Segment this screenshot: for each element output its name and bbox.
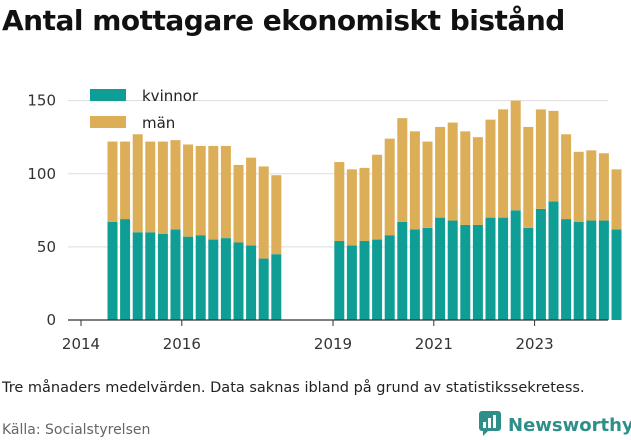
bar-man (397, 118, 408, 223)
bar-kvinnor (485, 217, 496, 320)
bar-kvinnor (460, 224, 471, 320)
bar-kvinnor (208, 239, 219, 320)
bar-kvinnor (145, 232, 156, 320)
bar-kvinnor (611, 229, 622, 320)
bar-man (120, 141, 131, 220)
x-tick-label: 2023 (516, 335, 554, 353)
bar-kvinnor (334, 241, 345, 320)
bar-kvinnor (271, 254, 282, 320)
bar-man (334, 162, 345, 242)
y-tick-label: 100 (27, 165, 56, 183)
x-tick-label: 2019 (314, 335, 352, 353)
bar-kvinnor (409, 229, 420, 320)
bar-kvinnor (359, 241, 370, 320)
bar-kvinnor (510, 210, 521, 320)
bar-man (220, 145, 231, 239)
bar-man (157, 141, 168, 234)
y-tick-label: 0 (46, 311, 56, 329)
bar-kvinnor (195, 235, 206, 320)
bar-chart-bubble-icon (478, 410, 504, 440)
bar-kvinnor (435, 217, 446, 320)
bar-kvinnor (573, 222, 584, 320)
source-text: Källa: Socialstyrelsen (2, 422, 151, 438)
bar-man (510, 100, 521, 211)
bar-man (611, 169, 622, 230)
chart-note: Tre månaders medelvärden. Data saknas ib… (2, 380, 585, 396)
legend-swatch-kvinnor (90, 89, 126, 101)
chart-title: Antal mottagare ekonomiskt bistånd (2, 4, 565, 37)
bar-man (586, 150, 597, 221)
bar-man (195, 145, 206, 236)
legend-label: män (142, 114, 175, 132)
bar-kvinnor (346, 245, 357, 320)
bar-man (346, 169, 357, 246)
bar-kvinnor (422, 227, 433, 320)
bar-man (183, 144, 194, 237)
bar-kvinnor (220, 238, 231, 320)
bar-kvinnor (535, 208, 546, 320)
bar-kvinnor (132, 232, 143, 320)
legend-swatch-man (90, 116, 126, 128)
x-tick-label: 2016 (163, 335, 201, 353)
bar-kvinnor (598, 220, 609, 320)
bar-man (132, 134, 143, 233)
bar-kvinnor (561, 219, 572, 320)
bar-man (208, 145, 219, 240)
bar-kvinnor (372, 239, 383, 320)
bar-man (523, 126, 534, 228)
bar-kvinnor (498, 217, 509, 320)
bar-man (384, 138, 395, 236)
brand-name: Newsworthy (508, 414, 631, 436)
bar-kvinnor (157, 233, 168, 320)
bar-kvinnor (447, 220, 458, 320)
bar-kvinnor (384, 235, 395, 320)
bar-man (359, 167, 370, 242)
x-tick-label: 2014 (62, 335, 100, 353)
bar-kvinnor (472, 224, 483, 320)
bar-man (107, 141, 118, 223)
bar-kvinnor (170, 229, 181, 320)
x-tick-label: 2021 (415, 335, 453, 353)
bar-man (435, 126, 446, 218)
newsworthy-logo[interactable]: Newsworthy (478, 410, 631, 440)
bar-man (561, 134, 572, 220)
legend-label: kvinnor (142, 87, 199, 105)
bar-man (271, 175, 282, 255)
bar-man (258, 166, 269, 259)
bar-man (372, 154, 383, 240)
bar-kvinnor (258, 258, 269, 320)
y-tick-label: 150 (27, 92, 56, 110)
bar-man (422, 141, 433, 228)
bar-man (460, 131, 471, 225)
bar-kvinnor (397, 222, 408, 320)
bar-kvinnor (548, 201, 559, 320)
bar-kvinnor (107, 222, 118, 320)
bar-man (233, 164, 244, 243)
bar-kvinnor (586, 220, 597, 320)
bar-kvinnor (523, 227, 534, 320)
bar-man (145, 141, 156, 233)
bar-man (498, 109, 509, 218)
bar-man (535, 109, 546, 209)
bar-man (246, 157, 257, 246)
bar-kvinnor (120, 219, 131, 320)
bar-man (472, 137, 483, 225)
bar-man (598, 153, 609, 221)
bar-kvinnor (183, 236, 194, 320)
bar-man (548, 110, 559, 202)
bar-man (447, 122, 458, 221)
bar-man (485, 119, 496, 218)
bar-kvinnor (233, 242, 244, 320)
bar-man (409, 131, 420, 230)
bar-man (573, 151, 584, 223)
bar-man (170, 140, 181, 230)
y-tick-label: 50 (37, 238, 56, 256)
bar-kvinnor (246, 245, 257, 320)
